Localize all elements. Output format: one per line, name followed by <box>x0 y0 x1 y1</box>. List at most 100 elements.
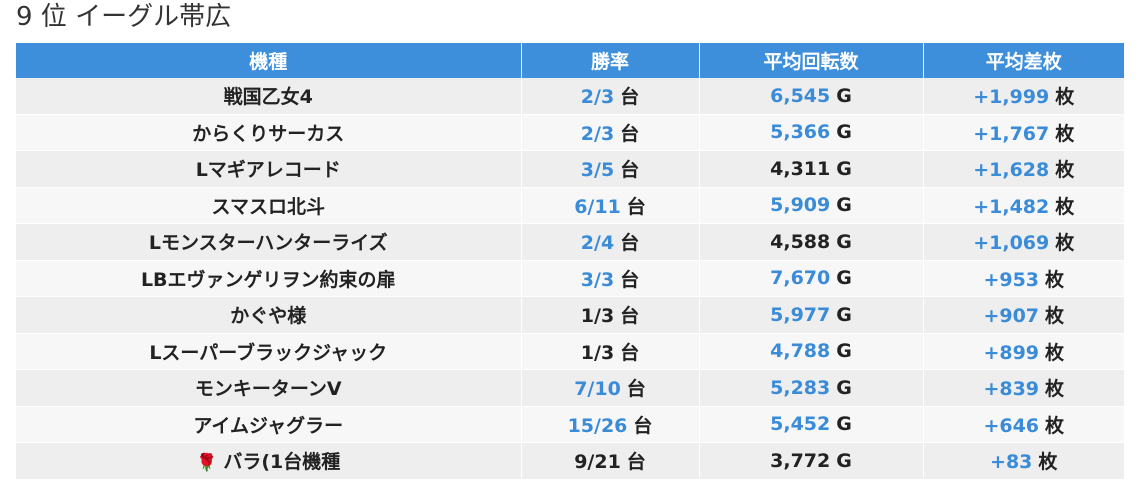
machine-name: かぐや様 <box>230 305 307 328</box>
avg-diff-cell: +899 枚 <box>923 333 1124 370</box>
machine-cell: からくりサーカス <box>16 114 522 151</box>
avg-diff-unit: 枚 <box>1055 195 1075 218</box>
avg-spins-cell: 3,772 G <box>699 442 924 480</box>
avg-diff-cell: +953 枚 <box>923 260 1124 297</box>
table-row: スマスロ北斗 6/11 台 5,909 G +1,482 枚 <box>16 187 1124 224</box>
header-avg-diff[interactable]: 平均差枚 <box>923 43 1124 78</box>
machine-cell: アイムジャグラー <box>16 406 522 443</box>
avg-spins-cell: 4,311 G <box>699 150 924 188</box>
avg-diff-unit: 枚 <box>1045 305 1065 328</box>
avg-diff-value: +83 <box>990 451 1033 474</box>
machine-name: からくりサーカス <box>192 122 345 145</box>
table-header-row: 機種 勝率 平均回転数 平均差枚 <box>16 43 1124 78</box>
machine-cell: Lスーパーブラックジャック <box>16 333 522 370</box>
win-rate-value: 2/3 <box>580 86 615 109</box>
win-rate-value: 2/3 <box>580 122 615 145</box>
win-rate-unit: 台 <box>626 195 646 218</box>
avg-diff-value: +953 <box>983 268 1040 291</box>
table-row: 🌹 バラ(1台機種 9/21 台 3,772 G +83 枚 <box>16 442 1124 480</box>
win-rate-cell: 7/10 台 <box>521 369 700 407</box>
avg-diff-unit: 枚 <box>1055 86 1075 109</box>
avg-spins-value: 5,909 <box>770 194 831 217</box>
table-row: 戦国乙女4 2/3 台 6,545 G +1,999 枚 <box>16 78 1124 115</box>
machine-name: Lモンスターハンターライズ <box>148 232 388 255</box>
table-row: Lモンスターハンターライズ 2/4 台 4,588 G +1,069 枚 <box>16 223 1124 261</box>
avg-diff-cell: +1,999 枚 <box>923 78 1124 115</box>
avg-spins-unit: G <box>836 267 852 290</box>
avg-diff-value: +1,999 <box>973 86 1050 109</box>
avg-spins-cell: 5,977 G <box>699 296 924 334</box>
header-win-rate[interactable]: 勝率 <box>521 43 700 78</box>
win-rate-value: 9/21 <box>574 451 621 474</box>
avg-diff-unit: 枚 <box>1045 414 1065 437</box>
win-rate-value: 15/26 <box>567 414 628 437</box>
win-rate-cell: 2/3 台 <box>521 114 700 151</box>
win-rate-unit: 台 <box>620 232 640 255</box>
win-rate-unit: 台 <box>620 268 640 291</box>
win-rate-cell: 15/26 台 <box>521 406 700 443</box>
avg-diff-value: +1,069 <box>973 232 1050 255</box>
header-avg-spins[interactable]: 平均回転数 <box>699 43 924 78</box>
avg-diff-value: +646 <box>983 414 1040 437</box>
avg-diff-value: +1,628 <box>973 159 1050 182</box>
avg-spins-unit: G <box>836 157 852 180</box>
avg-spins-value: 6,545 <box>770 84 831 107</box>
avg-spins-unit: G <box>836 340 852 363</box>
avg-spins-unit: G <box>836 121 852 144</box>
table-row: かぐや様 1/3 台 5,977 G +907 枚 <box>16 296 1124 334</box>
avg-spins-cell: 7,670 G <box>699 260 924 297</box>
avg-diff-unit: 枚 <box>1038 451 1058 474</box>
win-rate-cell: 6/11 台 <box>521 187 700 224</box>
avg-diff-unit: 枚 <box>1045 341 1065 364</box>
avg-spins-value: 4,311 <box>770 157 831 180</box>
avg-spins-cell: 4,788 G <box>699 333 924 370</box>
win-rate-unit: 台 <box>620 86 640 109</box>
avg-spins-value: 5,977 <box>770 303 831 326</box>
win-rate-unit: 台 <box>620 305 640 328</box>
avg-spins-unit: G <box>836 194 852 217</box>
avg-diff-unit: 枚 <box>1055 232 1075 255</box>
machine-cell: 戦国乙女4 <box>16 78 522 115</box>
avg-spins-value: 5,283 <box>770 376 831 399</box>
avg-spins-unit: G <box>836 376 852 399</box>
win-rate-value: 7/10 <box>574 378 621 401</box>
header-machine[interactable]: 機種 <box>16 43 522 78</box>
avg-spins-value: 4,588 <box>770 230 831 253</box>
avg-spins-cell: 5,452 G <box>699 406 924 443</box>
win-rate-unit: 台 <box>620 159 640 182</box>
avg-diff-unit: 枚 <box>1055 122 1075 145</box>
machine-name: アイムジャグラー <box>193 414 344 437</box>
avg-diff-cell: +839 枚 <box>923 369 1124 407</box>
win-rate-value: 3/5 <box>580 159 615 182</box>
table-row: Lスーパーブラックジャック 1/3 台 4,788 G +899 枚 <box>16 333 1124 370</box>
avg-spins-cell: 4,588 G <box>699 223 924 261</box>
table-row: モンキーターンV 7/10 台 5,283 G +839 枚 <box>16 369 1124 407</box>
machine-cell: スマスロ北斗 <box>16 187 522 224</box>
machine-name: LBエヴァンゲリヲン約束の扉 <box>140 268 396 291</box>
avg-spins-value: 5,452 <box>770 413 831 436</box>
avg-diff-value: +839 <box>983 378 1040 401</box>
avg-diff-cell: +1,482 枚 <box>923 187 1124 224</box>
avg-diff-unit: 枚 <box>1055 159 1075 182</box>
table-row: LBエヴァンゲリヲン約束の扉 3/3 台 7,670 G +953 枚 <box>16 260 1124 297</box>
win-rate-unit: 台 <box>626 451 646 474</box>
avg-spins-unit: G <box>836 230 852 253</box>
avg-spins-cell: 5,283 G <box>699 369 924 407</box>
win-rate-cell: 2/4 台 <box>521 223 700 261</box>
avg-spins-unit: G <box>836 84 852 107</box>
machine-name: バラ(1台機種 <box>223 451 341 474</box>
win-rate-cell: 1/3 台 <box>521 333 700 370</box>
machine-cell: 🌹 バラ(1台機種 <box>16 442 522 480</box>
table-row: からくりサーカス 2/3 台 5,366 G +1,767 枚 <box>16 114 1124 151</box>
avg-spins-cell: 5,366 G <box>699 114 924 151</box>
win-rate-value: 3/3 <box>580 268 615 291</box>
avg-spins-cell: 5,909 G <box>699 187 924 224</box>
win-rate-value: 1/3 <box>580 341 615 364</box>
rose-icon: 🌹 <box>196 453 218 474</box>
machine-name: 戦国乙女4 <box>223 86 313 109</box>
avg-diff-cell: +1,767 枚 <box>923 114 1124 151</box>
avg-diff-value: +1,767 <box>973 122 1050 145</box>
avg-spins-value: 3,772 <box>770 449 831 472</box>
machine-cell: Lモンスターハンターライズ <box>16 223 522 261</box>
win-rate-value: 6/11 <box>574 195 621 218</box>
